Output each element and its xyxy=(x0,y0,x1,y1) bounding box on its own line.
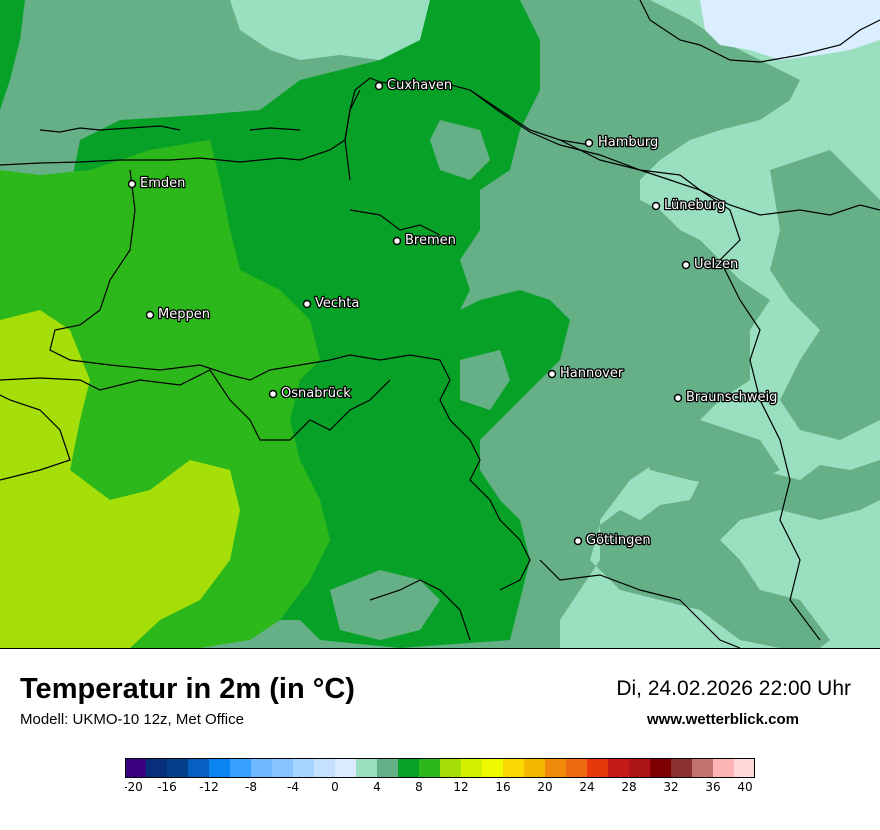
map-footer: Temperatur in 2m (in °C) Modell: UKMO-10… xyxy=(0,648,880,830)
city-label: Göttingen xyxy=(586,533,651,548)
legend-swatch xyxy=(524,758,546,778)
legend-swatch xyxy=(650,758,672,778)
city-label: Vechta xyxy=(315,296,359,311)
legend-swatch xyxy=(629,758,651,778)
legend-swatch xyxy=(209,758,231,778)
forecast-datetime: Di, 24.02.2026 22:00 Uhr xyxy=(616,677,851,700)
city-cuxhaven[interactable]: Cuxhaven xyxy=(374,77,453,94)
legend-tick-label: 40 xyxy=(737,780,752,792)
city-label: Cuxhaven xyxy=(387,78,452,93)
legend-swatch xyxy=(461,758,483,778)
legend-swatch xyxy=(482,758,504,778)
legend-tick-label: 0 xyxy=(331,780,339,792)
mint-patch-south xyxy=(330,570,440,640)
mint-patch-east-2 xyxy=(640,420,780,490)
website-link[interactable]: www.wetterblick.com xyxy=(647,711,799,728)
legend-tick-label: 24 xyxy=(579,780,594,792)
light-blue-region xyxy=(700,0,880,60)
temperature-map: Cuxhaven Hamburg Emden Lüneburg Bremen U… xyxy=(0,0,880,648)
city-label: Hamburg xyxy=(598,135,658,150)
legend-swatch xyxy=(377,758,399,778)
model-info: Modell: UKMO-10 12z, Met Office xyxy=(20,711,244,728)
legend-tick-label: 36 xyxy=(705,780,720,792)
mint-patch-center xyxy=(430,120,490,180)
green-region-nw xyxy=(0,0,25,110)
legend-tick-label: -8 xyxy=(245,780,257,792)
lime-region xyxy=(0,310,240,648)
map-canvas: Cuxhaven Hamburg Emden Lüneburg Bremen U… xyxy=(0,0,880,648)
legend-swatch xyxy=(167,758,189,778)
city-meppen[interactable]: Meppen xyxy=(145,306,211,323)
temperature-legend: -20 -16 -12 -8 -4 0 4 8 12 16 20 24 28 32 36 40 xyxy=(125,758,755,792)
legend-swatch xyxy=(272,758,294,778)
legend-swatch xyxy=(146,758,168,778)
legend-swatch xyxy=(188,758,210,778)
legend-swatch xyxy=(314,758,336,778)
legend-swatch xyxy=(608,758,630,778)
lightest-mint-region-north xyxy=(230,0,440,60)
legend-border xyxy=(125,758,755,778)
legend-swatch xyxy=(335,758,357,778)
city-lueneburg[interactable]: Lüneburg xyxy=(651,197,727,214)
map-title: Temperatur in 2m (in °C) xyxy=(20,673,355,705)
legend-swatch xyxy=(356,758,378,778)
city-label: Osnabrück xyxy=(281,386,351,401)
legend-swatch xyxy=(419,758,441,778)
legend-swatch xyxy=(587,758,609,778)
legend-swatch xyxy=(566,758,588,778)
city-emden[interactable]: Emden xyxy=(127,175,187,192)
city-goettingen[interactable]: Göttingen xyxy=(573,532,652,549)
legend-tick-label: 8 xyxy=(415,780,423,792)
city-label: Meppen xyxy=(158,307,210,322)
mint-patch-east xyxy=(770,150,880,440)
city-label: Lüneburg xyxy=(664,198,725,213)
city-osnabrueck[interactable]: Osnabrück xyxy=(268,385,352,402)
city-label: Bremen xyxy=(405,233,456,248)
city-hannover[interactable]: Hannover xyxy=(547,365,625,382)
city-braunschweig[interactable]: Braunschweig xyxy=(673,389,779,406)
legend-swatch xyxy=(230,758,252,778)
legend-tick-label: 20 xyxy=(537,780,552,792)
city-markers: Cuxhaven Hamburg Emden Lüneburg Bremen U… xyxy=(127,77,779,549)
legend-tick-label: -12 xyxy=(199,780,219,792)
legend-swatch xyxy=(503,758,525,778)
city-label: Hannover xyxy=(560,366,624,381)
legend-swatch xyxy=(251,758,273,778)
city-uelzen[interactable]: Uelzen xyxy=(681,256,739,273)
legend-tick-label: 28 xyxy=(621,780,636,792)
legend-tick-label: -4 xyxy=(287,780,299,792)
city-label: Braunschweig xyxy=(686,390,777,405)
legend-tick-label: -20 xyxy=(125,780,143,792)
legend-tick-label: 4 xyxy=(373,780,381,792)
city-vechta[interactable]: Vechta xyxy=(302,295,361,312)
city-hamburg[interactable]: Hamburg xyxy=(584,134,660,151)
legend-swatch xyxy=(440,758,462,778)
legend-swatch xyxy=(125,758,147,778)
mint-patch-center-2 xyxy=(460,350,510,410)
legend-swatch xyxy=(398,758,420,778)
legend-swatch xyxy=(734,758,755,778)
city-label: Emden xyxy=(140,176,185,191)
borders xyxy=(0,0,880,648)
city-bremen[interactable]: Bremen xyxy=(392,232,457,249)
legend-swatch xyxy=(671,758,693,778)
legend-tick-label: 16 xyxy=(495,780,510,792)
legend-tick-label: 32 xyxy=(663,780,678,792)
legend-swatch xyxy=(545,758,567,778)
city-label: Uelzen xyxy=(694,257,738,272)
legend-tick-label: -16 xyxy=(157,780,177,792)
legend-swatch xyxy=(293,758,315,778)
legend-swatch xyxy=(713,758,735,778)
legend-tick-label: 12 xyxy=(453,780,468,792)
legend-swatch xyxy=(692,758,714,778)
